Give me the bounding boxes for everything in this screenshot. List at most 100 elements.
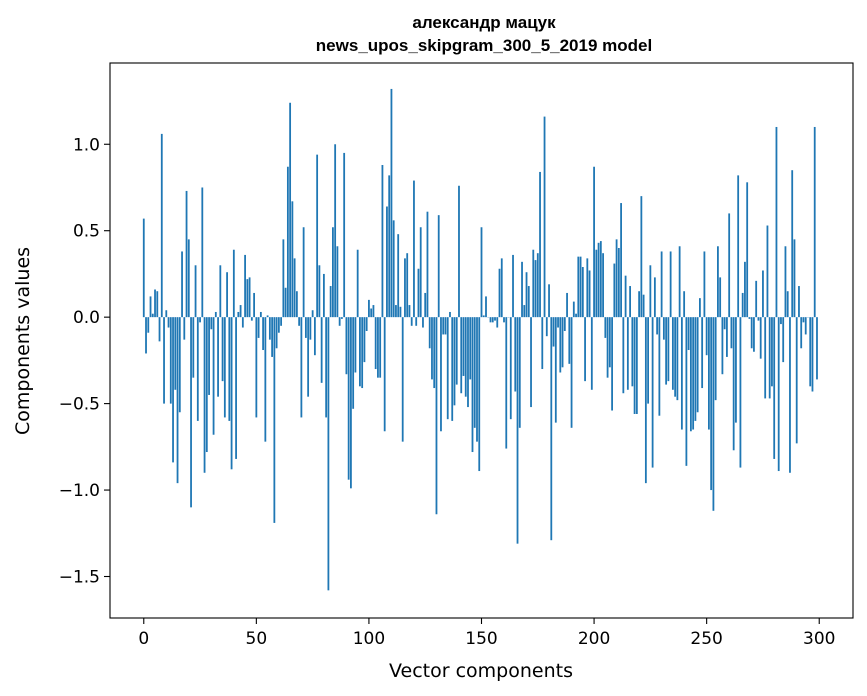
bar-3 [149, 296, 152, 318]
bar-31 [212, 317, 215, 435]
bar-287 [789, 317, 791, 473]
bar-263 [735, 317, 737, 423]
bar-281 [775, 126, 778, 318]
bar-139 [455, 317, 458, 385]
bar-271 [753, 317, 755, 352]
bar-225 [649, 265, 652, 318]
bar-269 [748, 317, 751, 319]
bar-296 [809, 317, 812, 387]
bar-62 [282, 239, 285, 318]
bar-23 [194, 265, 197, 318]
bar-207 [608, 317, 611, 368]
bar-243 [689, 317, 692, 432]
bar-54 [264, 317, 267, 442]
bar-102 [372, 305, 375, 318]
bar-262 [732, 317, 735, 451]
bar-58 [273, 317, 276, 523]
bar-32 [214, 311, 217, 318]
bar-194 [579, 256, 582, 318]
bar-4 [151, 313, 154, 318]
bar-45 [244, 254, 246, 318]
bar-144 [467, 317, 469, 408]
bar-126 [426, 211, 429, 318]
bar-19 [185, 190, 188, 318]
bar-168 [521, 261, 523, 318]
bar-0 [142, 218, 145, 318]
bar-226 [651, 317, 654, 468]
bar-179 [545, 317, 548, 337]
bar-51 [257, 317, 260, 338]
bar-43 [239, 305, 242, 318]
bar-145 [469, 317, 472, 380]
bar-35 [221, 317, 224, 382]
bar-12 [169, 317, 172, 404]
bar-133 [442, 317, 445, 335]
bar-152 [485, 296, 487, 318]
bar-74 [309, 317, 312, 340]
bar-251 [708, 317, 710, 430]
bar-94 [354, 317, 357, 373]
bar-298 [813, 126, 816, 318]
bar-190 [570, 317, 573, 428]
bar-114 [399, 306, 402, 318]
bar-2 [147, 317, 150, 333]
bar-38 [228, 317, 231, 421]
bar-29 [208, 317, 210, 395]
bar-267 [744, 261, 746, 318]
bar-47 [248, 277, 251, 318]
x-tick-label: 150 [465, 629, 497, 649]
bar-52 [259, 311, 262, 318]
bar-125 [424, 292, 427, 318]
bar-137 [451, 317, 454, 421]
bar-239 [680, 317, 683, 430]
bar-129 [433, 317, 436, 389]
bar-166 [516, 317, 519, 544]
bar-6 [156, 291, 159, 318]
bar-228 [656, 317, 659, 335]
bar-285 [784, 246, 787, 318]
y-axis-ticks: −1.5 −1.0 −0.5 0.0 0.5 1.0 [59, 135, 110, 588]
bar-series [142, 88, 818, 591]
bar-161 [505, 317, 508, 449]
y-tick-label: 0.0 [73, 308, 100, 328]
bar-61 [280, 317, 283, 326]
bar-28 [205, 317, 208, 453]
bar-186 [561, 317, 564, 368]
bar-230 [660, 251, 663, 318]
bar-258 [723, 317, 726, 330]
bar-195 [581, 267, 584, 318]
bar-96 [359, 317, 361, 387]
bar-71 [302, 227, 305, 318]
bar-174 [534, 260, 537, 318]
bar-103 [374, 317, 377, 370]
bar-77 [316, 154, 319, 318]
bar-116 [404, 258, 406, 318]
bar-100 [368, 299, 370, 318]
bar-255 [717, 246, 719, 318]
bar-270 [750, 317, 753, 349]
bar-214 [624, 275, 627, 318]
bar-135 [446, 317, 449, 420]
x-tick-label: 200 [578, 629, 610, 649]
bar-249 [703, 251, 706, 318]
bar-159 [500, 258, 503, 318]
bar-237 [676, 317, 679, 401]
bar-37 [226, 272, 228, 318]
bar-113 [397, 234, 400, 318]
bar-26 [201, 187, 204, 318]
x-tick-label: 250 [690, 629, 722, 649]
bar-108 [386, 206, 388, 318]
bar-106 [381, 165, 384, 318]
bar-223 [644, 317, 647, 484]
bar-17 [181, 251, 183, 318]
bar-276 [764, 317, 767, 399]
bar-56 [268, 317, 271, 340]
bar-86 [336, 246, 339, 318]
bar-143 [464, 317, 467, 397]
bar-170 [525, 272, 528, 318]
y-tick-label: 0.5 [73, 222, 100, 242]
bar-169 [523, 305, 526, 318]
bar-283 [780, 317, 782, 325]
bar-60 [277, 317, 280, 333]
